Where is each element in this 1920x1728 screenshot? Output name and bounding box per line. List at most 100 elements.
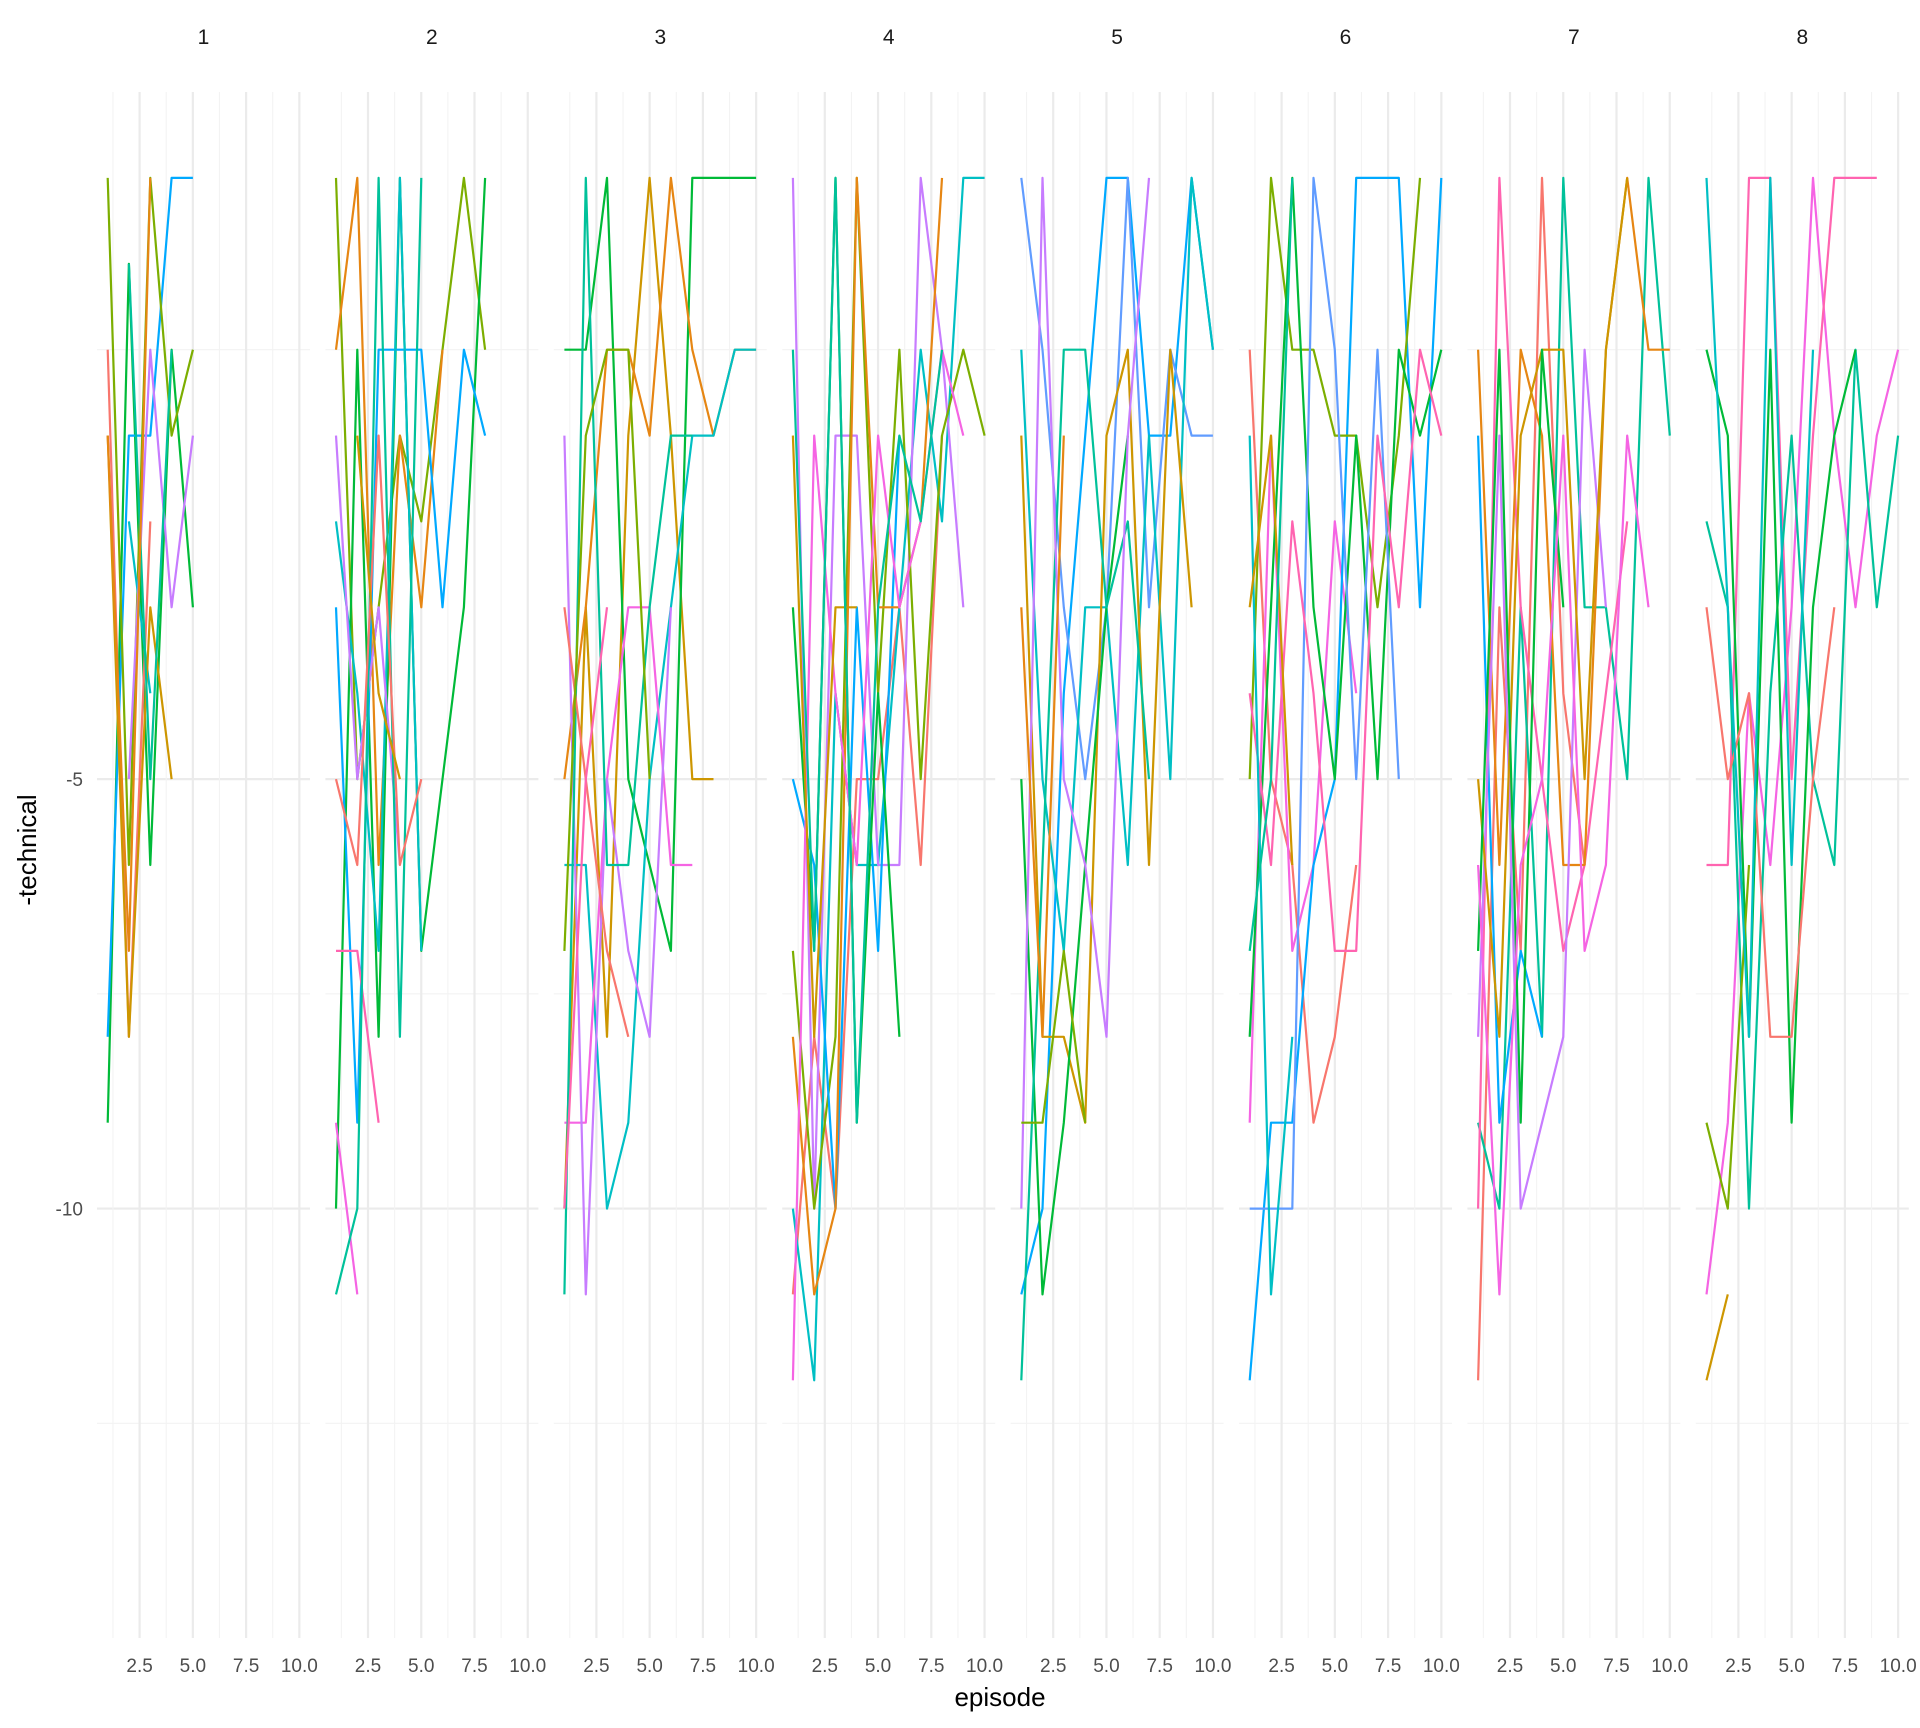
x-tick-label: 7.5 (1146, 1656, 1172, 1677)
series-line (1477, 177, 1629, 1038)
x-tick-label: 2.5 (1725, 1656, 1751, 1677)
series-line (1477, 176, 1586, 1381)
x-tick-label: 10.0 (509, 1656, 546, 1677)
facet-panel-7: 7 2.5 5.0 7.5 10.0 (1467, 26, 1688, 1677)
x-tick-label: 5.0 (865, 1656, 891, 1677)
facet-panel-4: 4 2.5 5.0 7.5 10.0 (782, 26, 1003, 1677)
x-tick-label: 7.5 (918, 1656, 944, 1677)
facet-strip-label: 5 (1111, 26, 1123, 49)
series-line (1248, 348, 1443, 953)
x-tick-label: 2.5 (812, 1656, 838, 1677)
x-tick-label: 2.5 (355, 1656, 381, 1677)
series-line (1249, 176, 1400, 1210)
facet-strip-label: 3 (654, 26, 666, 49)
series-line (1705, 864, 1751, 1210)
series-line (106, 177, 152, 953)
series-line (563, 176, 714, 1209)
series-line (334, 176, 423, 953)
series-line (1248, 434, 1294, 866)
series-line (1248, 435, 1294, 1296)
facet-panel-8: 8 2.5 5.0 7.5 10.0 (1695, 26, 1917, 1677)
series-line (1477, 176, 1629, 1209)
series-line (106, 262, 194, 1123)
series-line (1477, 348, 1607, 1210)
series-line (1477, 348, 1565, 1124)
series-line (1705, 176, 1815, 1038)
x-tick-label: 10.0 (1423, 1656, 1460, 1677)
facet-strip-label: 6 (1340, 26, 1352, 49)
series-line (564, 176, 757, 953)
x-tick-label: 7.5 (461, 1656, 487, 1677)
x-tick-label: 5.0 (408, 1656, 434, 1677)
facet-panel-1: 1 2.5 5.0 7.5 10.0 -5 -10 (56, 26, 318, 1677)
series-line (1477, 176, 1671, 1210)
x-axis-title: episode (954, 1682, 1045, 1712)
facet-panel-5: 5 2.5 5.0 7.5 10.0 (1010, 26, 1231, 1677)
x-tick-label: 5.0 (1550, 1656, 1576, 1677)
series-line (334, 434, 423, 867)
series-line (1020, 176, 1214, 1295)
y-tick-label: -10 (56, 1200, 83, 1221)
panels-layer: 1 2.5 5.0 7.5 10.0 -5 -10 2 2.5 5.0 7.5 10.0 3 2.5 5.0… (56, 26, 1917, 1677)
series-line (563, 176, 693, 1295)
facet-panel-6: 6 2.5 5.0 7.5 10.0 (1239, 26, 1460, 1677)
series-line (334, 176, 487, 781)
series-line (1705, 1294, 1729, 1381)
series-line (1477, 434, 1650, 1296)
x-tick-label: 2.5 (126, 1656, 152, 1677)
series-line (334, 1122, 359, 1295)
x-tick-label: 5.0 (180, 1656, 206, 1677)
series-line (127, 263, 173, 781)
x-tick-label: 2.5 (583, 1656, 609, 1677)
facet-strip-label: 1 (198, 26, 210, 49)
series-line (1021, 949, 1087, 1124)
series-line (1020, 435, 1129, 1296)
facet-strip-label: 7 (1568, 26, 1580, 49)
x-tick-label: 10.0 (1880, 1656, 1917, 1677)
facet-strip-label: 4 (883, 26, 895, 49)
x-tick-label: 7.5 (1375, 1656, 1401, 1677)
series-line (1020, 348, 1193, 1124)
series-line (1020, 435, 1065, 1038)
series-line (1477, 435, 1544, 1124)
x-tick-label: 5.0 (1322, 1656, 1348, 1677)
series-line (1020, 348, 1151, 1381)
facet-panel-2: 2 2.5 5.0 7.5 10.0 (325, 26, 546, 1677)
series-line (334, 176, 423, 1295)
series-line (1705, 348, 1857, 1124)
series-line (1248, 177, 1294, 952)
x-tick-label: 7.5 (1603, 1656, 1629, 1677)
series-line (1248, 176, 1443, 1037)
x-tick-label: 7.5 (1832, 1656, 1858, 1677)
y-tick-label: -5 (66, 770, 83, 791)
x-tick-label: 2.5 (1497, 1656, 1523, 1677)
x-tick-label: 10.0 (966, 1656, 1003, 1677)
series-line (356, 435, 401, 780)
series-line (106, 435, 173, 1038)
y-axis-title: -technical (12, 794, 42, 905)
series-line (1248, 434, 1358, 1123)
facet-strip-label: 8 (1796, 26, 1808, 49)
series-line (564, 606, 693, 1124)
series-line (1020, 176, 1151, 1209)
x-tick-label: 10.0 (281, 1656, 318, 1677)
series-line (1477, 176, 1670, 867)
series-line (791, 176, 944, 1124)
series-line (1705, 607, 1836, 1038)
facet-strip-label: 2 (426, 26, 438, 49)
x-tick-label: 5.0 (1778, 1656, 1804, 1677)
facet-panel-3: 3 2.5 5.0 7.5 10.0 (553, 26, 775, 1677)
x-tick-label: 7.5 (233, 1656, 259, 1677)
series-line (563, 607, 609, 1209)
x-tick-label: 10.0 (738, 1656, 775, 1677)
x-tick-label: 10.0 (1651, 1656, 1688, 1677)
series-line (336, 949, 380, 1123)
x-tick-label: 10.0 (1194, 1656, 1231, 1677)
series-line (563, 348, 651, 951)
x-tick-label: 5.0 (636, 1656, 662, 1677)
x-tick-label: 2.5 (1268, 1656, 1294, 1677)
x-tick-label: 5.0 (1093, 1656, 1119, 1677)
x-tick-label: 2.5 (1040, 1656, 1066, 1677)
